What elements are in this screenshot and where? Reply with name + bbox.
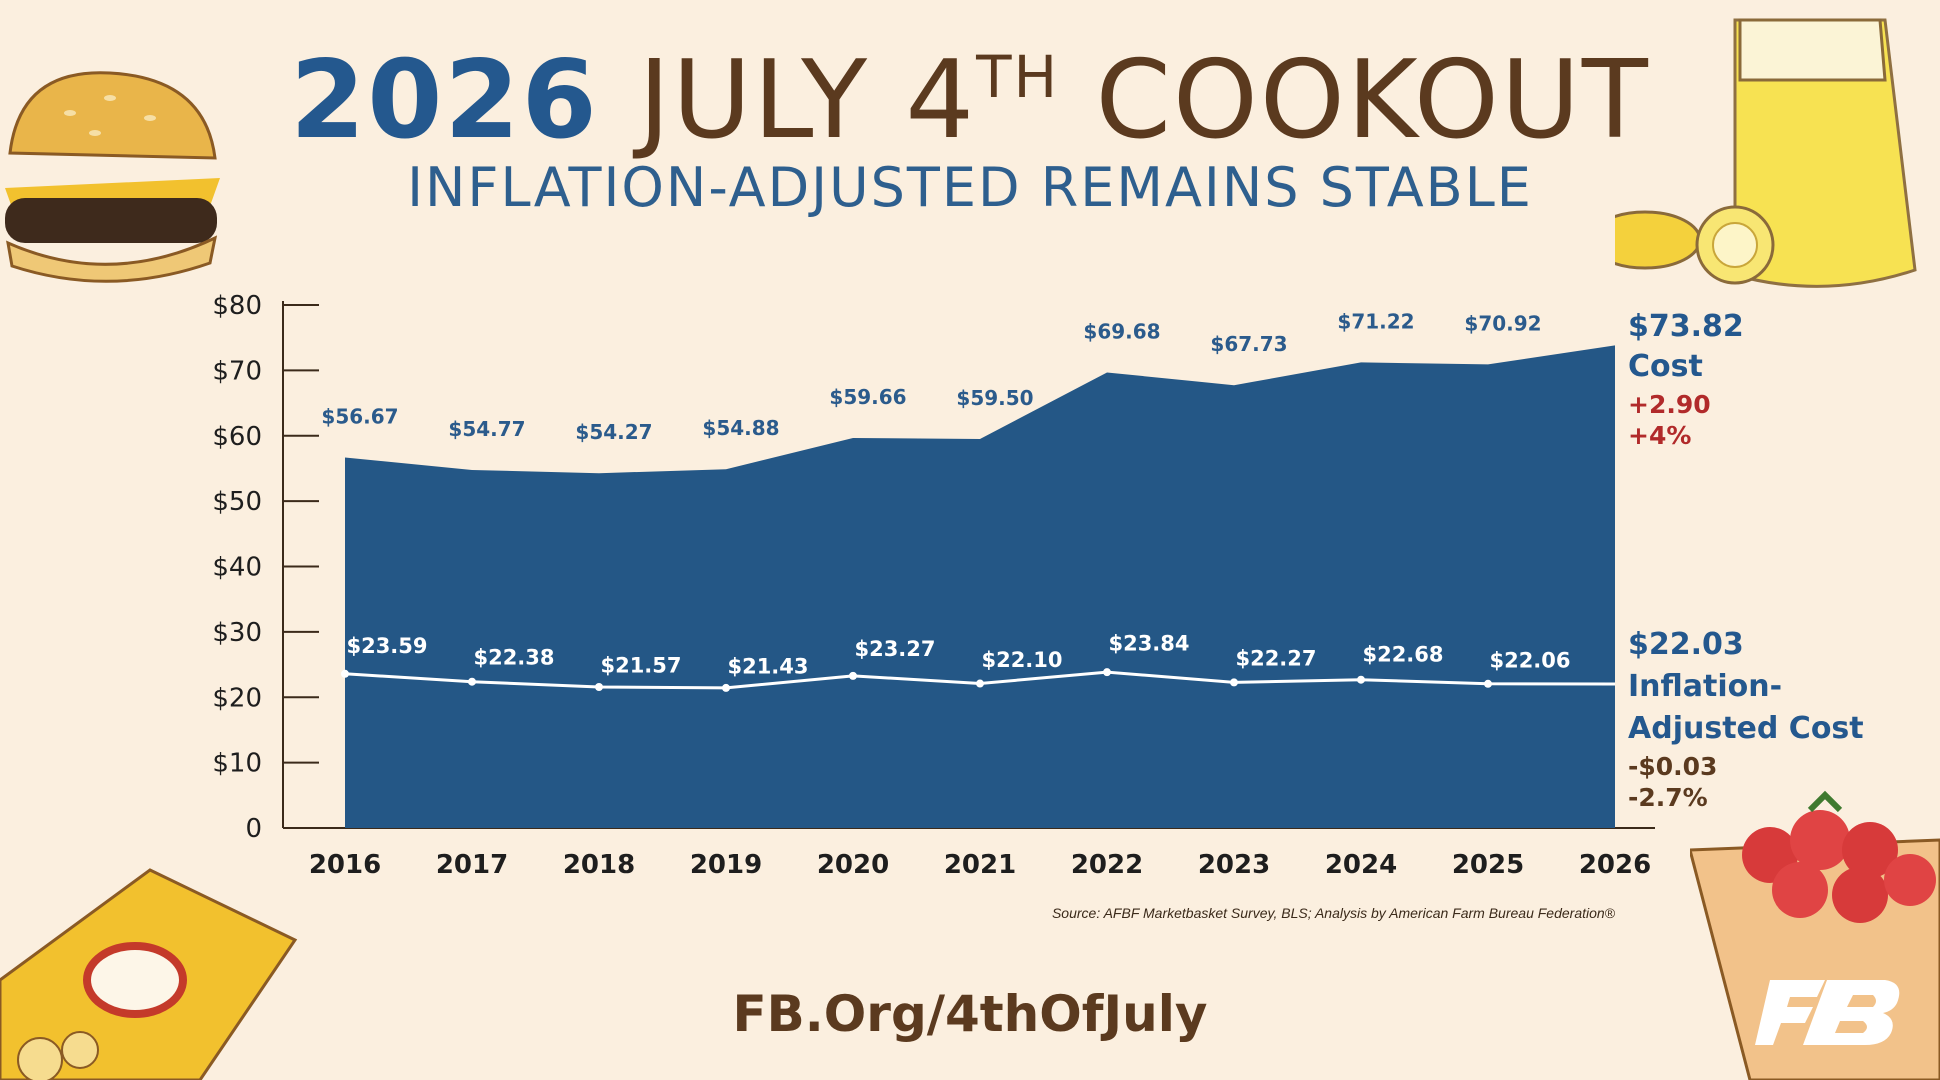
adjusted-point (722, 683, 730, 692)
y-tick-label: $60 (212, 422, 262, 452)
adjusted-value-label: $23.84 (1108, 632, 1189, 656)
adjusted-value-label: $21.43 (727, 655, 808, 679)
x-tick-label: 2017 (436, 850, 508, 880)
y-tick-label: 0 (245, 814, 262, 844)
cost-callout-change: +2.90 (1628, 390, 1711, 419)
subtitle: INFLATION-ADJUSTED REMAINS STABLE (407, 156, 1533, 219)
cost-callout-pct: +4% (1628, 421, 1692, 450)
adjusted-point (595, 682, 603, 691)
x-tick-label: 2020 (817, 850, 889, 880)
y-tick-label: $80 (212, 291, 262, 321)
x-tick-label: 2018 (563, 850, 635, 880)
y-tick-label: $30 (212, 618, 262, 648)
adjusted-point (1230, 678, 1238, 687)
adjusted-callout-change: -$0.03 (1628, 752, 1718, 781)
burger-icon (5, 71, 220, 283)
x-tick-label: 2024 (1325, 850, 1397, 880)
cost-value-label: $56.67 (321, 405, 398, 429)
adjusted-value-labels: $23.59 $22.38 $21.57 $21.43 $23.27 $22.10 $23.… (346, 632, 1570, 679)
cost-value-labels: $56.67 $54.77 $54.27 $54.88 $59.66 $59.50 $69.… (321, 309, 1541, 444)
adjusted-value-label: $22.06 (1489, 649, 1570, 673)
cost-value-label: $69.68 (1083, 319, 1160, 343)
adjusted-value-label: $22.38 (473, 646, 554, 670)
inflation-adjusted-points (341, 668, 1492, 692)
x-axis-labels: 2016 2017 2018 2019 2020 2021 2022 2023 2024 2025… (309, 850, 1651, 880)
cost-value-label: $54.77 (448, 417, 525, 441)
source-note: Source: AFBF Marketbasket Survey, BLS; A… (1051, 905, 1615, 921)
adjusted-point (1103, 668, 1111, 677)
y-tick-label: $70 (212, 356, 262, 386)
x-tick-label: 2022 (1071, 850, 1143, 880)
lemonade-pitcher-icon (1615, 18, 1917, 288)
cost-callout-label: Cost (1628, 349, 1703, 384)
adjusted-callout: $22.03 Inflation- Adjusted Cost -$0.03 -… (1628, 627, 1864, 812)
adjusted-point (468, 677, 476, 686)
adjusted-point (1357, 675, 1365, 684)
adjusted-value-label: $23.27 (854, 637, 935, 661)
adjusted-point (1484, 679, 1492, 688)
cost-value-label: $54.88 (702, 416, 779, 440)
x-tick-label: 2026 (1579, 850, 1651, 880)
cost-callout: $73.82 Cost +2.90 +4% (1628, 309, 1744, 450)
adjusted-callout-value: $22.03 (1628, 627, 1744, 662)
adjusted-value-label: $23.59 (346, 634, 427, 658)
adjusted-value-label: $22.10 (981, 648, 1062, 672)
adjusted-value-label: $22.68 (1362, 643, 1443, 667)
footer-url[interactable]: FB.Org/4thOfJuly (732, 985, 1208, 1043)
title-superscript: TH (976, 43, 1060, 111)
cost-area (345, 345, 1615, 828)
x-tick-label: 2019 (690, 850, 762, 880)
adjusted-point (341, 669, 349, 678)
cost-value-label: $54.27 (575, 420, 652, 444)
adjusted-point (849, 671, 857, 680)
adjusted-value-label: $21.57 (600, 653, 681, 677)
cost-value-label: $71.22 (1337, 309, 1414, 333)
y-tick-label: $10 (212, 749, 262, 779)
x-tick-label: 2016 (309, 850, 381, 880)
y-tick-label: $40 (212, 553, 262, 583)
cost-value-label: $70.92 (1464, 311, 1541, 335)
y-tick-label: $50 (212, 487, 262, 517)
cost-value-label: $67.73 (1210, 332, 1287, 356)
adjusted-point (976, 679, 984, 688)
adjusted-callout-pct: -2.7% (1628, 783, 1708, 812)
cost-value-label: $59.50 (956, 386, 1033, 410)
adjusted-callout-label-2: Adjusted Cost (1628, 711, 1864, 746)
fb-logo-icon (1755, 980, 1900, 1045)
adjusted-value-label: $22.27 (1235, 647, 1316, 671)
cost-value-label: $59.66 (829, 385, 906, 409)
adjusted-callout-label-1: Inflation- (1628, 669, 1783, 704)
chips-bag-icon (0, 868, 298, 1080)
x-tick-label: 2023 (1198, 850, 1270, 880)
x-tick-label: 2025 (1452, 850, 1524, 880)
cost-callout-value: $73.82 (1628, 309, 1744, 344)
page-title: 2026 JULY 4TH COOKOUT (0, 38, 1940, 163)
title-end-text: COOKOUT (1095, 38, 1650, 163)
title-main: JULY 4TH COOKOUT (638, 38, 1650, 163)
x-tick-label: 2021 (944, 850, 1016, 880)
title-year: 2026 (290, 38, 599, 163)
title-main-text: JULY 4 (638, 38, 977, 163)
y-tick-label: $20 (212, 683, 262, 713)
